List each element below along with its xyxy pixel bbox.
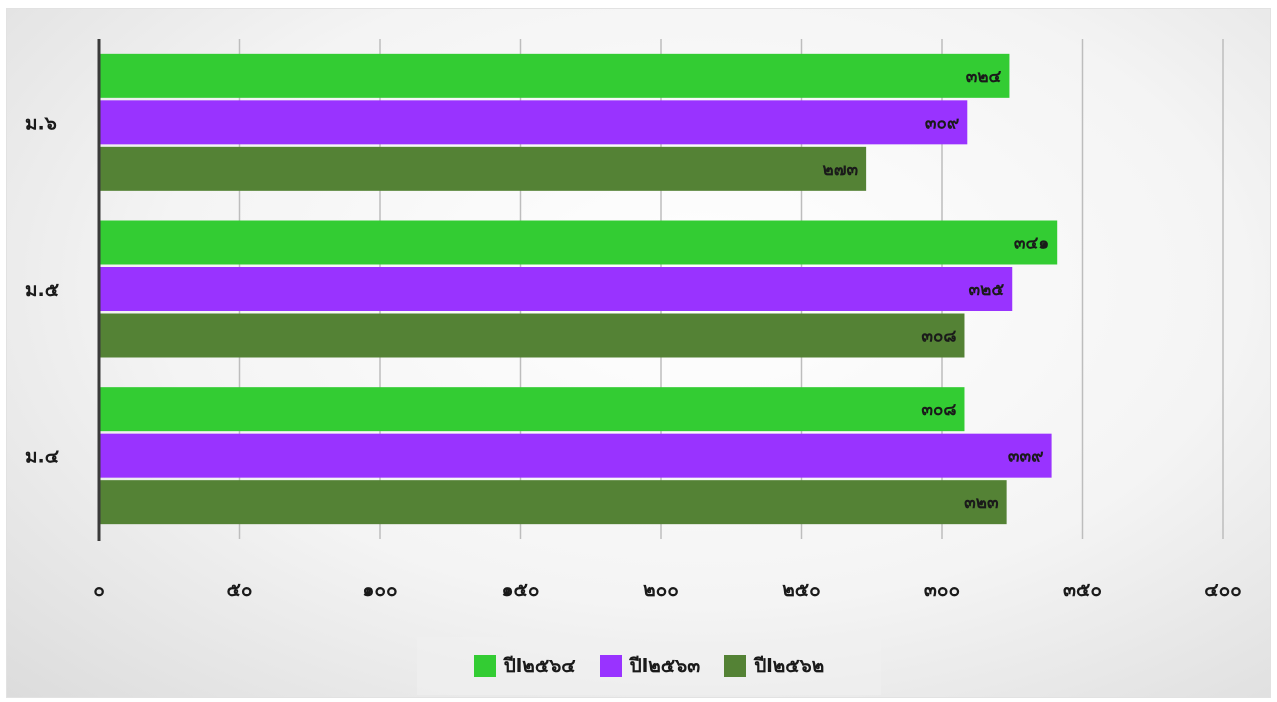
category-label: ม.๕ bbox=[25, 279, 59, 301]
x-tick-label: ๐ bbox=[93, 579, 105, 601]
x-tick-label: ๑๕๐ bbox=[501, 579, 539, 601]
legend: ปีl๒๕๖๔ ปีl๒๕๖๓ ปีl๒๕๖๒ bbox=[417, 637, 881, 695]
bar bbox=[99, 313, 965, 358]
bar bbox=[99, 53, 1010, 98]
legend-label: ปีl๒๕๖๓ bbox=[629, 655, 701, 677]
category-label: ม.๔ bbox=[25, 446, 59, 468]
bar bbox=[99, 267, 1013, 311]
data-label: ๓๒๕ bbox=[969, 280, 1005, 300]
data-label: ๓๓๙ bbox=[1008, 447, 1044, 467]
data-label: ๓๐๘ bbox=[921, 327, 956, 347]
x-tick-label: ๒๐๐ bbox=[643, 579, 679, 601]
data-label: ๓๒๓ bbox=[964, 493, 999, 513]
x-tick-label: ๕๐ bbox=[227, 579, 253, 601]
x-tick-label: ๓๐๐ bbox=[924, 579, 960, 601]
bar bbox=[99, 480, 1007, 525]
chart-area: ๐ ๕๐ ๑๐๐ ๑๕๐ ๒๐๐ ๒๕๐ ๓๐๐ ๓๕๐ ๔๐๐ ๓๒๔๓๐๙๒๗๓ ม.๖๓๔๑๓… bbox=[6, 8, 1271, 698]
data-label: ๓๔๑ bbox=[1014, 234, 1049, 254]
bar bbox=[99, 220, 1058, 265]
bar bbox=[99, 433, 1052, 478]
legend-item: ปีl๒๕๖๓ bbox=[599, 651, 701, 681]
data-label: ๓๐๘ bbox=[921, 400, 956, 420]
legend-swatch bbox=[724, 655, 747, 677]
x-tick-label: ๑๐๐ bbox=[362, 579, 397, 601]
category-label: ม.๖ bbox=[25, 112, 57, 134]
x-tick-label: ๔๐๐ bbox=[1204, 579, 1242, 601]
legend-label: ปีl๒๕๖๒ bbox=[754, 655, 825, 677]
legend-label: ปีl๒๕๖๔ bbox=[503, 655, 576, 677]
bar bbox=[99, 100, 968, 145]
legend-item: ปีl๒๕๖๔ bbox=[473, 651, 576, 681]
legend-swatch bbox=[599, 655, 622, 677]
legend-item: ปีl๒๕๖๒ bbox=[724, 651, 824, 681]
data-label: ๓๒๔ bbox=[966, 67, 1002, 87]
x-tick-label: ๒๕๐ bbox=[782, 579, 821, 601]
bars bbox=[99, 53, 1058, 525]
bar bbox=[99, 387, 965, 432]
legend-swatch bbox=[473, 655, 496, 677]
data-label: ๒๗๓ bbox=[823, 160, 859, 180]
data-label: ๓๐๙ bbox=[925, 113, 959, 133]
bar bbox=[99, 146, 867, 191]
x-tick-label: ๓๕๐ bbox=[1063, 579, 1102, 601]
